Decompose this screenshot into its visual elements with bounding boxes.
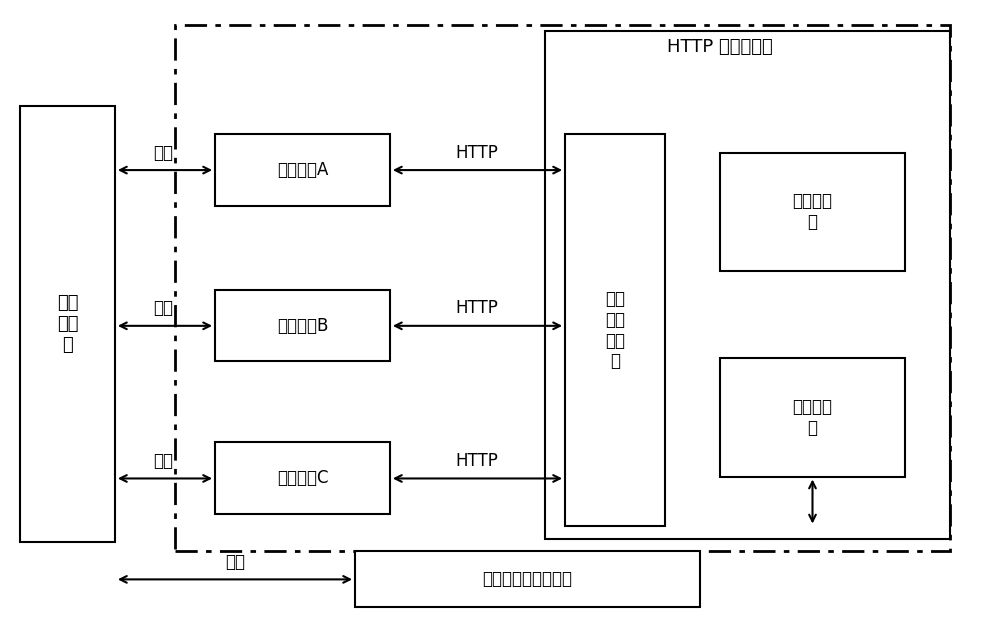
Bar (175, 25, 950, 551)
Bar (355, 551, 700, 607)
Bar (215, 290, 390, 361)
Text: HTTP: HTTP (456, 452, 498, 470)
Text: 单点登陆认证服务器: 单点登陆认证服务器 (482, 571, 572, 588)
Bar (215, 442, 390, 514)
Text: 登录: 登录 (225, 553, 245, 571)
Text: 访问: 访问 (153, 300, 173, 317)
Bar (720, 358, 905, 477)
Text: 认证适配
器: 认证适配 器 (792, 398, 832, 437)
Text: 接入系统C: 接入系统C (277, 469, 328, 487)
Bar (565, 134, 665, 526)
Bar (20, 106, 115, 542)
Text: 接入系统A: 接入系统A (277, 161, 328, 179)
Text: 接入系统B: 接入系统B (277, 316, 328, 335)
Text: 访问: 访问 (153, 144, 173, 161)
Text: 通用
认证
服务
器: 通用 认证 服务 器 (605, 290, 625, 371)
Bar (545, 31, 950, 539)
Text: 认证处理
器: 认证处理 器 (792, 193, 832, 231)
Text: HTTP: HTTP (456, 144, 498, 161)
Text: 用户
浏览
器: 用户 浏览 器 (57, 294, 78, 354)
Bar (215, 134, 390, 206)
Text: HTTP: HTTP (456, 300, 498, 317)
Text: 访问: 访问 (153, 452, 173, 470)
Bar (720, 153, 905, 271)
Text: HTTP 服务中间层: HTTP 服务中间层 (667, 38, 773, 55)
